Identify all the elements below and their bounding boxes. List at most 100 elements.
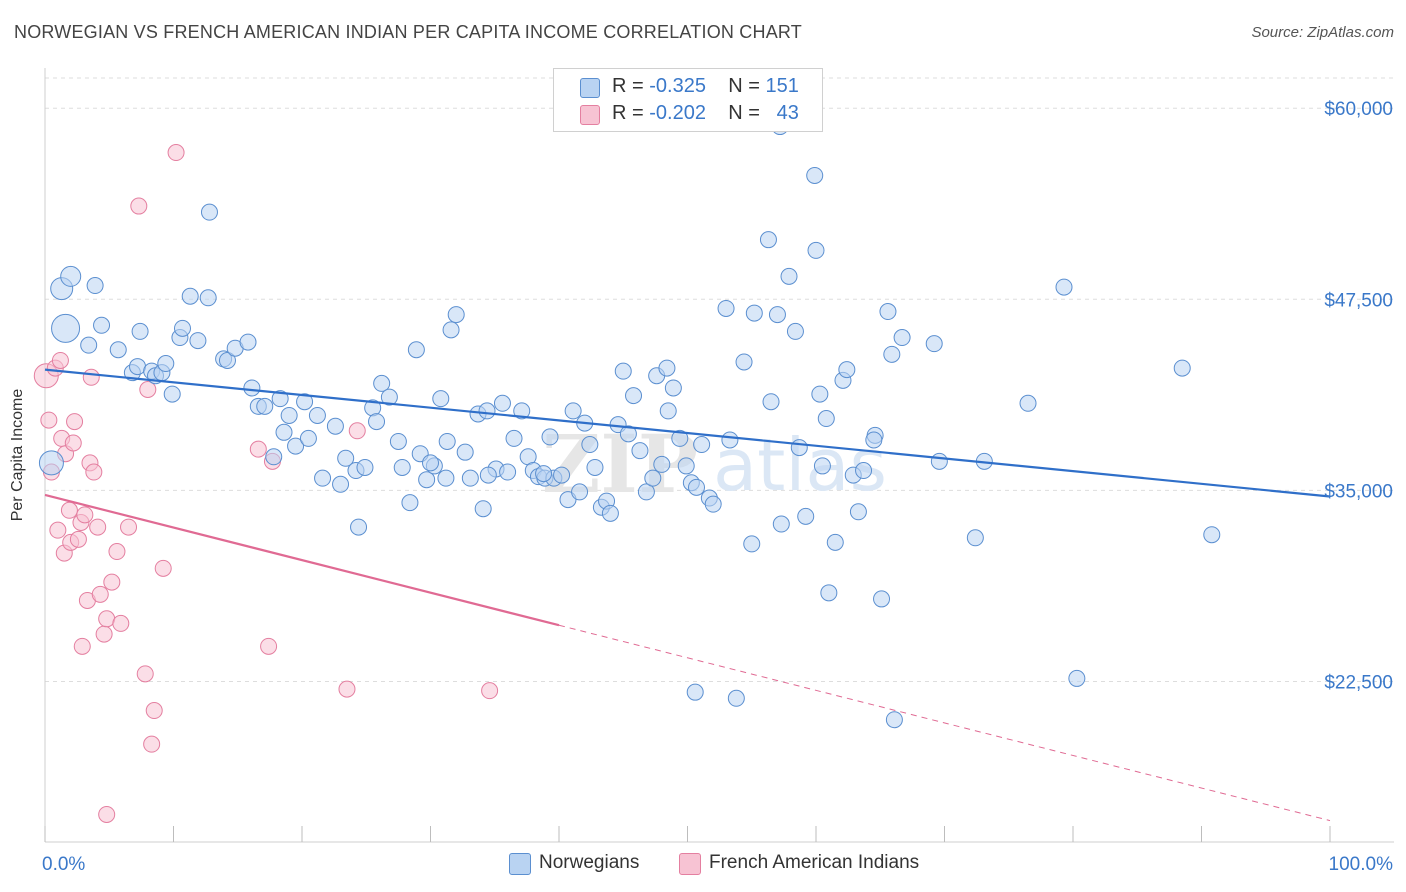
data-point — [130, 197, 148, 215]
data-point — [109, 341, 127, 359]
data-point — [693, 436, 711, 454]
data-point — [380, 388, 398, 406]
norwegians-points — [38, 118, 1221, 729]
data-point — [658, 359, 676, 377]
data-point — [108, 543, 126, 561]
data-point — [553, 466, 571, 484]
data-point — [280, 406, 298, 424]
data-point — [474, 500, 492, 518]
data-point — [348, 422, 366, 440]
legend-swatch-blue — [580, 78, 600, 98]
data-point — [631, 442, 649, 460]
data-point — [260, 637, 278, 655]
data-point — [704, 495, 722, 513]
data-point — [40, 411, 58, 429]
data-point — [614, 362, 632, 380]
bottom-legend-label: French American Indians — [709, 852, 920, 873]
data-point — [865, 431, 883, 449]
data-point — [811, 385, 829, 403]
data-point — [256, 397, 274, 415]
data-point — [513, 402, 531, 420]
data-point — [167, 144, 185, 162]
data-point — [671, 429, 689, 447]
data-point — [735, 353, 753, 371]
data-point — [820, 584, 838, 602]
y-tick-label: $35,000 — [1324, 481, 1393, 502]
data-point — [772, 515, 790, 533]
data-point — [332, 475, 350, 493]
data-point — [98, 610, 116, 628]
data-point — [541, 428, 559, 446]
data-point — [925, 335, 943, 353]
legend-n-value: 151 — [765, 75, 799, 97]
data-point — [181, 287, 199, 305]
data-point — [786, 322, 804, 340]
data-point — [493, 394, 511, 412]
data-point — [1173, 359, 1191, 377]
data-point — [619, 425, 637, 443]
data-point — [287, 437, 305, 455]
data-point — [85, 463, 103, 481]
data-point — [581, 436, 599, 454]
data-point — [1068, 669, 1086, 687]
data-point — [885, 711, 903, 729]
data-point — [442, 321, 460, 339]
data-point — [243, 379, 261, 397]
data-point — [637, 483, 655, 501]
bottom-legend-swatch-blue — [509, 853, 531, 875]
data-point — [780, 267, 798, 285]
data-point — [271, 390, 289, 408]
data-point — [189, 332, 207, 350]
data-point — [131, 322, 149, 340]
data-point — [154, 559, 172, 577]
data-point — [644, 469, 662, 487]
data-point — [686, 683, 704, 701]
data-point — [76, 506, 94, 524]
data-point — [407, 341, 425, 359]
legend-n-label: N = — [728, 102, 766, 124]
legend-n-label: N = — [728, 75, 766, 97]
data-point — [422, 454, 439, 472]
data-point — [393, 458, 411, 476]
data-point — [368, 413, 386, 431]
data-point — [80, 336, 98, 354]
y-tick-label: $60,000 — [1324, 99, 1393, 120]
data-point — [418, 471, 436, 489]
data-point — [826, 533, 844, 551]
data-point — [456, 443, 474, 461]
data-point — [157, 355, 175, 373]
data-point — [337, 449, 355, 467]
data-point — [103, 573, 121, 591]
data-point — [389, 432, 407, 450]
data-point — [89, 518, 107, 536]
data-point — [601, 504, 619, 522]
y-tick-label: $47,500 — [1324, 290, 1393, 311]
data-point — [401, 494, 419, 512]
data-point — [112, 614, 130, 632]
source-label: Source: ZipAtlas.com — [1251, 24, 1394, 41]
trend-line-french-american-indians — [44, 493, 560, 627]
data-point — [499, 463, 517, 481]
data-point — [49, 521, 67, 539]
data-point — [813, 457, 831, 475]
data-point — [653, 455, 671, 473]
data-point — [326, 417, 344, 435]
data-point — [51, 313, 81, 343]
data-point — [60, 501, 78, 519]
french-american-indians-points — [33, 144, 499, 823]
data-point — [432, 390, 450, 408]
data-point — [136, 665, 154, 683]
grid-lines — [45, 77, 1394, 682]
data-point — [571, 483, 589, 501]
data-point — [745, 304, 763, 322]
data-point — [275, 423, 293, 441]
data-point — [586, 458, 604, 476]
data-point — [373, 374, 391, 392]
data-point — [143, 735, 161, 753]
data-point — [199, 289, 217, 307]
data-point — [437, 469, 455, 487]
data-point — [717, 299, 735, 317]
data-point — [314, 469, 332, 487]
data-point — [564, 402, 582, 420]
